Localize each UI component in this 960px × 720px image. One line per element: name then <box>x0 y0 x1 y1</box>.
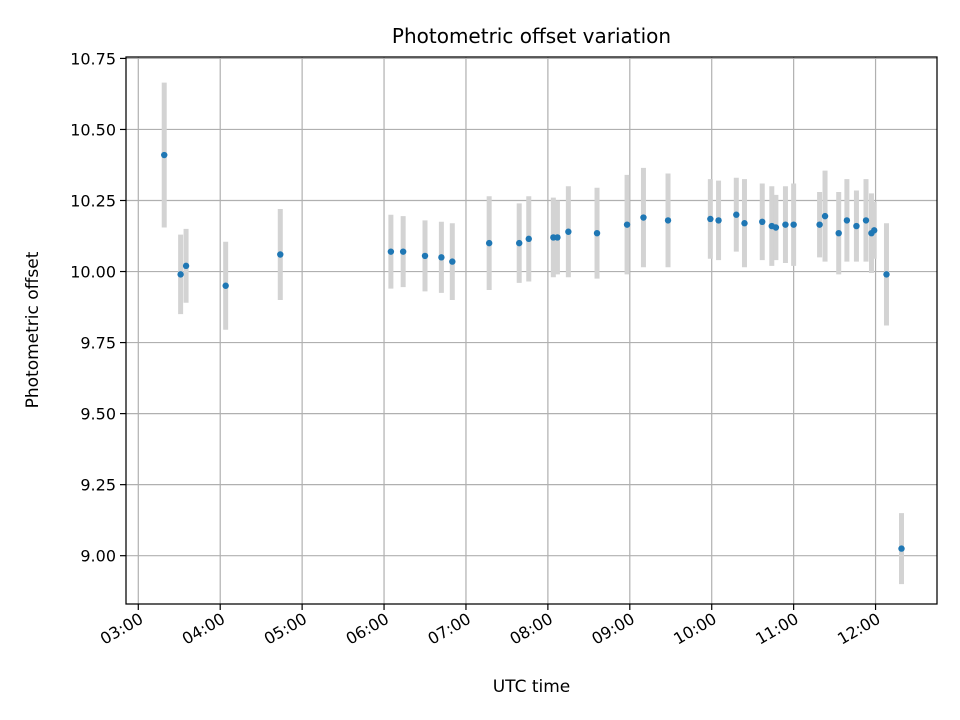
data-point <box>222 282 229 289</box>
data-point <box>870 227 878 234</box>
data-point <box>898 545 905 552</box>
y-tick-label: 10.00 <box>70 263 116 282</box>
y-tick-label: 9.25 <box>80 476 116 495</box>
data-point <box>640 214 647 221</box>
data-point <box>485 239 493 247</box>
grid <box>126 57 937 604</box>
data-point <box>741 220 748 227</box>
y-tick-label: 10.50 <box>70 120 116 139</box>
data-points <box>161 151 905 552</box>
data-point <box>177 271 184 278</box>
y-axis-title: Photometric offset <box>23 251 43 408</box>
y-tick-label: 9.50 <box>80 405 116 424</box>
data-point <box>883 271 890 278</box>
data-point <box>853 222 860 230</box>
data-point <box>516 239 523 247</box>
data-point <box>593 229 601 237</box>
data-point <box>525 235 532 243</box>
data-point <box>790 221 797 228</box>
x-axis-title: UTC time <box>493 677 571 697</box>
data-point <box>399 248 407 255</box>
data-point <box>664 217 672 224</box>
data-point <box>843 217 851 224</box>
data-point <box>438 254 445 261</box>
data-point <box>772 224 780 231</box>
y-axis-ticks: 9.00 9.25 9.50 9.75 10.00 10.25 10.50 10.75 <box>70 49 126 566</box>
plot-area-frame <box>125 56 938 605</box>
data-point <box>277 251 284 258</box>
data-point <box>565 228 572 235</box>
data-point <box>715 217 722 224</box>
data-point <box>782 221 789 228</box>
data-point <box>835 229 842 237</box>
chart-title: Photometric offset variation <box>392 24 671 48</box>
y-tick-label: 10.75 <box>70 49 116 68</box>
data-point <box>449 258 456 265</box>
data-point <box>862 217 870 224</box>
data-point <box>821 212 829 220</box>
y-tick-label: 10.25 <box>70 191 116 210</box>
data-point <box>161 151 168 159</box>
data-point <box>421 252 429 260</box>
data-point <box>182 262 190 270</box>
data-point <box>387 248 395 255</box>
data-point <box>707 215 714 223</box>
data-point <box>733 211 740 218</box>
y-tick-label: 9.00 <box>80 547 116 566</box>
data-point <box>554 234 561 241</box>
data-point <box>623 221 631 228</box>
data-point <box>816 221 823 228</box>
data-point <box>759 218 766 226</box>
y-tick-label: 9.75 <box>80 334 116 353</box>
